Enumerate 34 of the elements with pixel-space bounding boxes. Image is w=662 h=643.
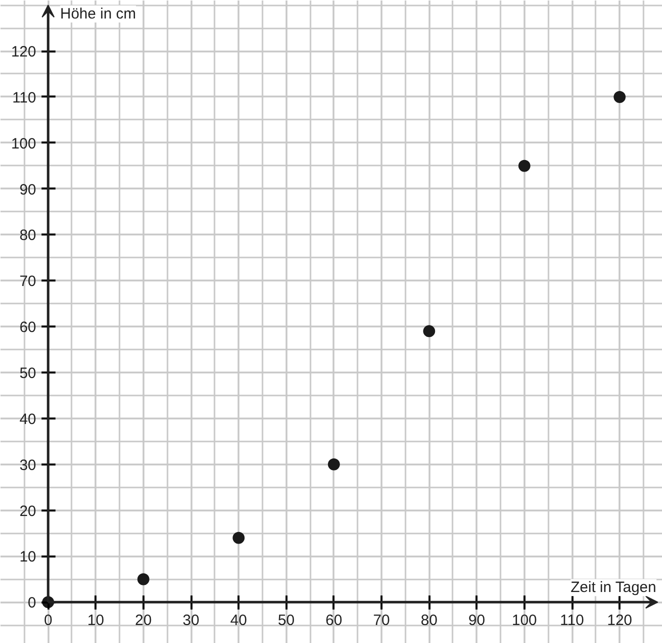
x-tick-label: 30 [182,612,200,630]
x-tick-label: 60 [326,612,342,630]
y-tick-label: 40 [19,410,36,428]
y-tick-label: 0 [28,594,36,612]
y-tick-label: 50 [19,365,36,382]
point [137,573,150,586]
x-tick-label: 70 [373,612,390,630]
y-tick-label: 20 [19,502,36,520]
y-tick-label: 110 [12,89,36,106]
point [423,325,436,338]
point [518,160,530,172]
x-axis-title: Zeit in Tagen [570,579,656,596]
x-tick-label: 10 [87,612,104,630]
y-tick-label: 100 [11,135,36,152]
x-tick-label: 120 [607,612,632,630]
y-axis-title: Höhe in cm [60,6,136,22]
point [232,532,245,544]
x-tick-label: 40 [230,612,247,630]
y-tick-label: 30 [19,456,36,474]
point [328,458,340,470]
y-tick-label: 80 [19,227,36,244]
y-tick-label: 120 [11,44,36,61]
y-tick-label: 10 [19,548,36,566]
x-tick-label: 0 [44,612,52,630]
point [614,90,626,103]
x-tick-label: 110 [560,612,584,630]
x-tick-label: 100 [512,612,537,630]
x-tick-label: 90 [468,612,486,630]
y-tick-label: 60 [19,319,36,336]
y-tick-label: 90 [19,181,36,198]
x-tick-label: 50 [278,612,295,630]
x-tick-label: 80 [420,612,438,630]
x-tick-label: 20 [135,612,152,630]
y-tick-label: 70 [19,273,36,290]
